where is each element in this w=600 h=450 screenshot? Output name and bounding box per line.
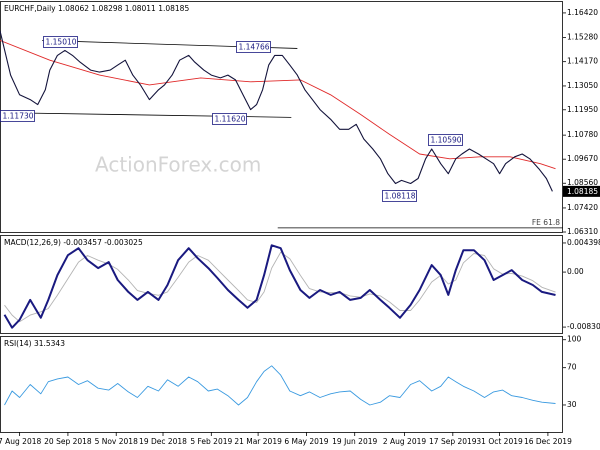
watermark: ActionForex.com: [95, 153, 261, 177]
annotation-label: 1.15010: [46, 38, 77, 47]
annotation-label: 1.14766: [239, 43, 270, 52]
trend-label: FE 61.8: [532, 218, 560, 227]
annotation-label: 1.08118: [385, 192, 416, 201]
y-tick-label: 70: [567, 363, 577, 372]
annotation-box: [0, 110, 35, 122]
panel-frame: [0, 336, 563, 433]
annotation-box: [236, 41, 271, 53]
x-tick-label: 7 Aug 2018: [0, 437, 41, 446]
annotation-box: [382, 190, 417, 202]
last-price-box: [563, 185, 600, 197]
y-tick-label: 1.07420: [567, 203, 598, 212]
x-tick-label: 17 Sep 2019: [429, 437, 477, 446]
annotation-box: [43, 36, 78, 48]
y-tick-label: 1.08560: [567, 178, 598, 187]
x-tick-label: 20 Sep 2018: [44, 437, 92, 446]
y-tick-label: 1.16420: [567, 8, 598, 17]
y-tick-label: 0.004398: [567, 238, 600, 247]
annotation-label: 1.10590: [431, 136, 462, 145]
x-tick-label: 2 Aug 2019: [383, 437, 426, 446]
y-tick-label: 100: [567, 335, 582, 344]
panel-title: RSI(14) 31.5343: [4, 339, 65, 348]
x-tick-label: 19 Jun 2019: [332, 437, 377, 446]
y-tick-label: 30: [567, 400, 577, 409]
panel-frame: [0, 235, 563, 334]
x-tick-label: 31 Oct 2019: [476, 437, 523, 446]
y-tick-label: 1.10780: [567, 130, 598, 139]
y-tick-label: 1.09670: [567, 154, 598, 163]
panel-title: EURCHF,Daily 1.08062 1.08298 1.08011 1.0…: [4, 4, 189, 13]
annotation-label: 1.11730: [3, 112, 34, 121]
x-tick-label: 19 Dec 2018: [139, 437, 187, 446]
panel-title: MACD(12,26,9) -0.003457 -0.003025: [4, 238, 143, 247]
y-tick-label: 1.13050: [567, 81, 598, 90]
annotation-box: [212, 113, 247, 125]
last-price-label: 1.08185: [567, 187, 598, 196]
series-line: [4, 251, 556, 323]
x-tick-label: 6 May 2019: [284, 437, 328, 446]
series-line: [0, 30, 553, 192]
series-line: [4, 365, 556, 406]
annotation-box: [428, 134, 463, 146]
y-tick-label: 1.14170: [567, 57, 598, 66]
annotation-label: 1.11620: [215, 115, 246, 124]
x-tick-label: 16 Dec 2019: [524, 437, 572, 446]
series-line: [3, 244, 556, 329]
y-tick-label: 1.06310: [567, 227, 598, 236]
y-tick-label: 1.11950: [567, 105, 598, 114]
x-tick-label: 21 Mar 2019: [234, 437, 282, 446]
y-tick-label: -0.008306: [567, 322, 600, 331]
y-tick-label: 0.00: [567, 267, 584, 276]
x-tick-label: 5 Nov 2018: [95, 437, 138, 446]
x-tick-label: 5 Feb 2019: [190, 437, 232, 446]
moving-average: [0, 39, 556, 170]
y-tick-label: 1.15280: [567, 33, 598, 42]
